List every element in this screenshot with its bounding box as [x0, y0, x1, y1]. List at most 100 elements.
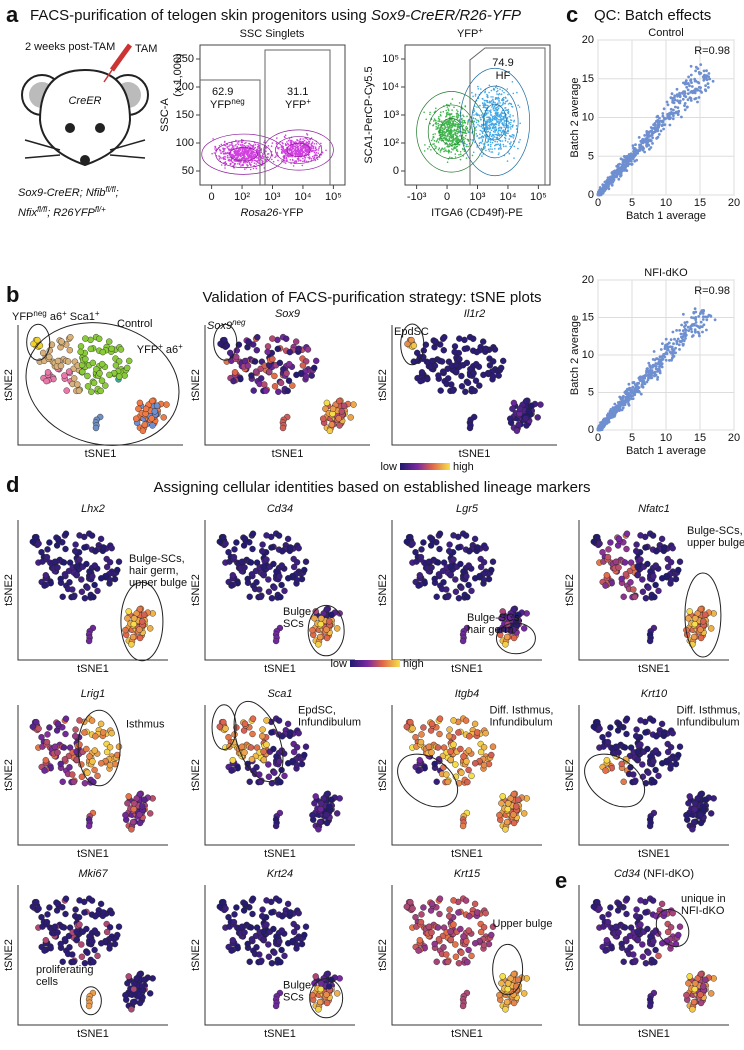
qc-dot — [672, 117, 675, 120]
qc-dot — [690, 99, 693, 102]
event-dot — [219, 157, 221, 159]
event-dot — [496, 110, 498, 112]
cell-dot — [324, 635, 330, 641]
cell-dot — [429, 358, 435, 364]
cell-dot — [259, 548, 265, 554]
event-dot — [498, 130, 500, 132]
qc-dot — [658, 133, 661, 136]
event-dot — [482, 103, 484, 105]
event-dot — [497, 143, 499, 145]
cell-dot — [269, 336, 275, 342]
qc-dot — [672, 342, 675, 345]
event-dot — [488, 117, 490, 119]
event-dot — [502, 130, 504, 132]
event-dot — [261, 151, 263, 153]
event-dot — [480, 110, 482, 112]
annotation: YFPneg a6+ Sca1+ — [12, 309, 100, 324]
event-dot — [496, 112, 498, 114]
event-dot — [299, 150, 301, 152]
y-axis-label: Batch 2 average — [569, 77, 581, 157]
event-dot — [500, 143, 502, 145]
qc-dot — [661, 112, 664, 115]
event-dot — [252, 145, 254, 147]
event-dot — [441, 132, 443, 134]
event-dot — [254, 162, 256, 164]
cell-dot — [242, 565, 248, 571]
event-dot — [512, 134, 514, 136]
qc-dot — [620, 170, 623, 173]
cell-dot — [40, 350, 46, 356]
event-dot — [429, 114, 431, 116]
event-dot — [460, 159, 462, 161]
event-dot — [479, 137, 481, 139]
qc-dot — [622, 406, 625, 409]
cell-dot — [441, 579, 447, 585]
event-dot — [466, 144, 468, 146]
event-dot — [504, 119, 506, 121]
qc-dot — [641, 147, 644, 150]
cell-dot — [118, 347, 124, 353]
cell-dot — [466, 548, 472, 554]
qc-dot — [671, 92, 674, 95]
cell-dot — [86, 638, 92, 644]
event-dot — [256, 149, 258, 151]
cell-dot — [67, 334, 73, 340]
event-dot — [298, 146, 300, 148]
plot-title: NFI-dKO — [644, 267, 688, 279]
event-dot — [298, 151, 300, 153]
event-dot — [443, 137, 445, 139]
event-dot — [437, 138, 439, 140]
cell-dot — [88, 389, 94, 395]
qc-dot — [714, 318, 717, 321]
event-dot — [282, 152, 284, 154]
event-dot — [268, 145, 270, 147]
title-part: FACS-purification of telogen skin progen… — [30, 7, 371, 24]
event-dot — [246, 158, 248, 160]
event-dot — [510, 146, 512, 148]
qc-dot — [661, 342, 664, 345]
qc-dot — [654, 374, 657, 377]
event-dot — [484, 146, 486, 148]
cell-dot — [634, 542, 640, 548]
cell-dot — [433, 339, 439, 345]
event-dot — [287, 153, 289, 155]
cell-dot — [77, 532, 83, 538]
qc-dot — [658, 123, 661, 126]
y-tick-label: 10 — [582, 112, 594, 124]
qc-dot — [712, 80, 715, 83]
y-tick-label: 15 — [582, 73, 594, 85]
cell-dot — [459, 383, 465, 389]
annotation: Bulge-SCs, — [129, 553, 185, 565]
cell-dot — [254, 334, 260, 340]
cell-dot — [90, 594, 96, 600]
event-dot — [255, 168, 257, 170]
event-dot — [315, 149, 317, 151]
cell-dot — [242, 536, 248, 542]
event-dot — [476, 122, 478, 124]
event-dot — [449, 124, 451, 126]
qc-dot — [661, 355, 664, 358]
event-dot — [456, 137, 458, 139]
event-dot — [471, 92, 473, 94]
cell-dot — [438, 388, 444, 394]
cell-dot — [282, 588, 288, 594]
cell-dot — [37, 343, 43, 349]
event-dot — [485, 137, 487, 139]
event-dot — [288, 140, 290, 142]
event-dot — [275, 155, 277, 157]
y-tick-label: 10³ — [383, 109, 399, 121]
event-dot — [467, 123, 469, 125]
event-dot — [238, 144, 240, 146]
cell-dot — [85, 383, 91, 389]
cell-dot — [453, 589, 459, 595]
cell-dot — [279, 582, 285, 588]
cell-dot — [418, 554, 424, 560]
event-dot — [445, 138, 447, 140]
event-dot — [432, 138, 434, 140]
qc-dot — [652, 358, 655, 361]
qc-dot — [614, 409, 617, 412]
qc-dot — [677, 113, 680, 116]
event-dot — [254, 160, 256, 162]
event-dot — [492, 137, 494, 139]
qc-dot — [687, 89, 690, 92]
